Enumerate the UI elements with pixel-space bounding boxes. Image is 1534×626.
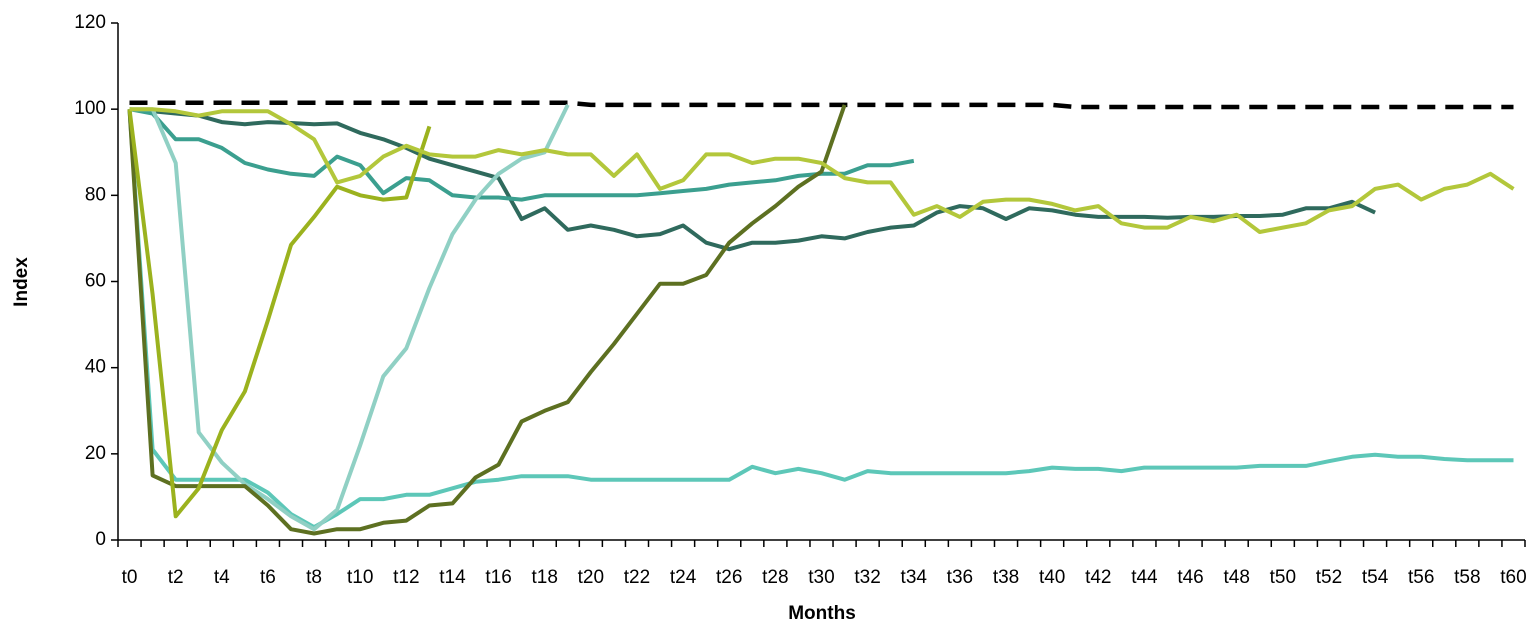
x-tick-label: t60 xyxy=(1500,567,1526,588)
y-tick-label: 120 xyxy=(74,12,106,33)
x-tick-label: t28 xyxy=(762,567,788,588)
x-tick-label: t40 xyxy=(1039,567,1065,588)
x-tick-label: t42 xyxy=(1085,567,1111,588)
y-tick-label: 100 xyxy=(74,98,106,119)
x-tick-label: t20 xyxy=(578,567,604,588)
x-tick-label: t48 xyxy=(1223,567,1249,588)
x-tick-label: t8 xyxy=(306,567,322,588)
y-tick-label: 40 xyxy=(85,357,106,378)
y-tick-label: 20 xyxy=(85,443,106,464)
x-tick-label: t56 xyxy=(1408,567,1434,588)
series-line xyxy=(127,108,432,519)
x-tick-label: t36 xyxy=(947,567,973,588)
x-tick-label: t10 xyxy=(347,567,373,588)
series-line xyxy=(129,107,1376,252)
x-tick-label: t38 xyxy=(993,567,1019,588)
series-line xyxy=(129,104,570,532)
x-tick-label: t24 xyxy=(670,567,697,588)
x-tick-label: t6 xyxy=(260,567,276,588)
x-tick-label: t30 xyxy=(808,567,834,588)
x-tick-label: t22 xyxy=(624,567,650,588)
y-tick-label: 80 xyxy=(85,184,106,205)
x-tick-label: t2 xyxy=(168,567,184,588)
y-tick-label: 0 xyxy=(95,529,106,550)
x-tick-label: t52 xyxy=(1316,567,1342,588)
x-tick-label: t46 xyxy=(1177,567,1203,588)
series-line xyxy=(127,104,847,536)
y-tick-label: 60 xyxy=(85,271,106,292)
series-line xyxy=(127,109,1514,530)
x-tick-label: t0 xyxy=(122,567,138,588)
x-tick-label: t58 xyxy=(1454,567,1480,588)
x-tick-label: t26 xyxy=(716,567,742,588)
x-tick-label: t50 xyxy=(1270,567,1296,588)
x-tick-label: t18 xyxy=(532,567,558,588)
x-tick-label: t12 xyxy=(393,567,419,588)
reference-line xyxy=(129,100,1514,110)
x-tick-label: t16 xyxy=(485,567,511,588)
x-tick-label: t54 xyxy=(1362,567,1389,588)
x-tick-label: t4 xyxy=(214,567,230,588)
series-line xyxy=(129,107,1515,234)
x-axis-title: Months xyxy=(788,603,856,624)
x-tick-label: t32 xyxy=(854,567,880,588)
x-tick-label: t14 xyxy=(439,567,466,588)
x-tick-label: t44 xyxy=(1131,567,1158,588)
y-axis-title: Index xyxy=(11,257,32,307)
x-tick-label: t34 xyxy=(901,567,928,588)
series-line xyxy=(129,107,915,202)
